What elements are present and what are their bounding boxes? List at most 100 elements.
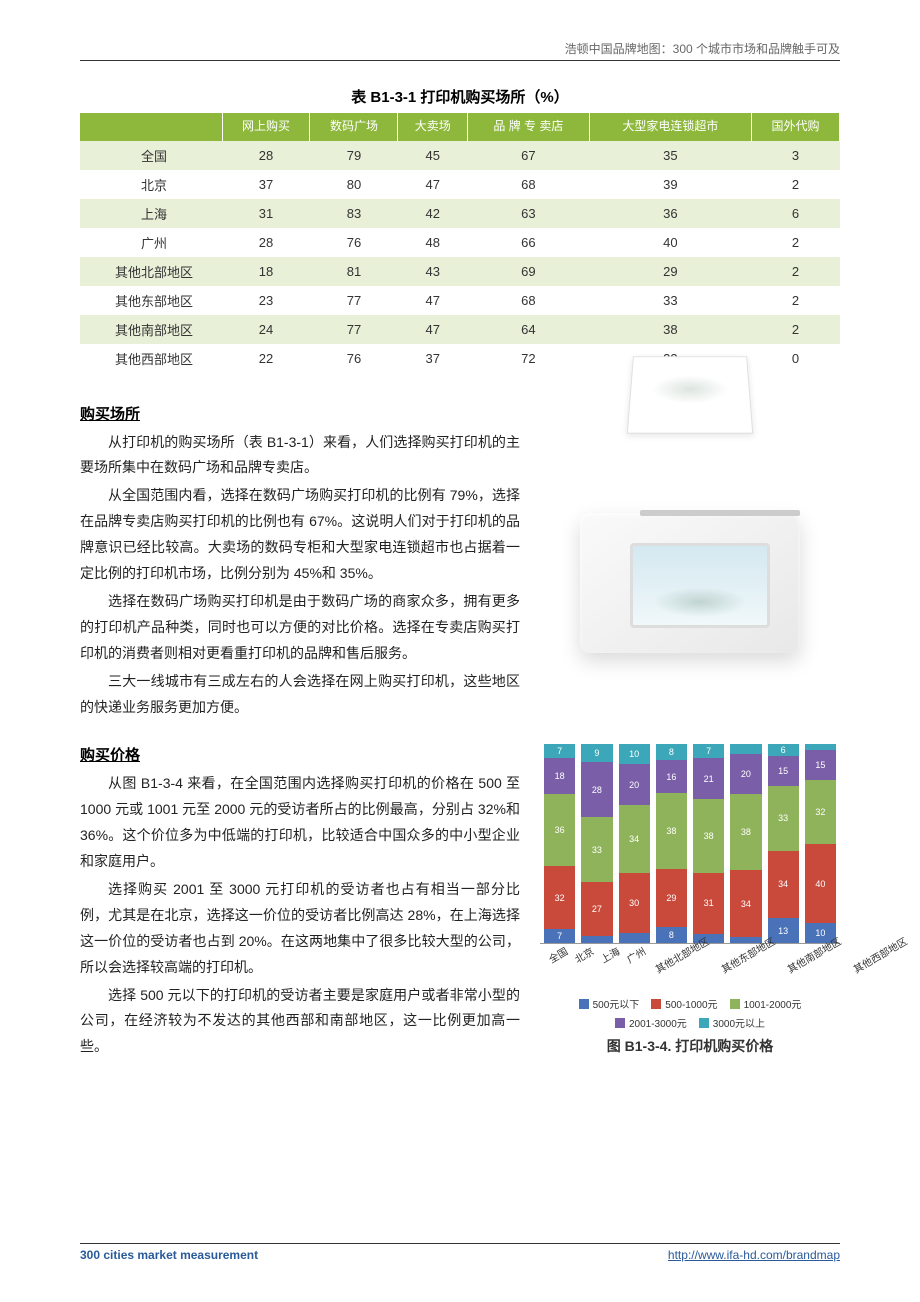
- bar-segment: 36: [544, 794, 575, 866]
- legend-swatch: [579, 999, 589, 1009]
- cell-value: 28: [222, 228, 310, 257]
- cell-value: 2: [751, 170, 839, 199]
- bar-segment: 40: [805, 844, 836, 924]
- bar-segment: 34: [730, 870, 761, 938]
- paragraph: 三大一线城市有三成左右的人会选择在网上购买打印机，这些地区的快递业务服务更加方便…: [80, 669, 520, 721]
- paragraph: 选择 500 元以下的打印机的受访者主要是家庭用户或者非常小型的公司，在经济较为…: [80, 983, 520, 1061]
- bar-column: 133433156: [768, 744, 799, 943]
- bar-segment: 38: [730, 794, 761, 870]
- row-label: 全国: [80, 141, 222, 170]
- printer-illustration: [550, 423, 830, 673]
- section-purchase-location: 购买场所 从打印机的购买场所（表 B1-3-1）来看，人们选择购买打印机的主要场…: [80, 393, 840, 723]
- bar-column: 2733289: [581, 744, 612, 943]
- heading-price: 购买价格: [80, 744, 520, 765]
- bar-segment: 38: [693, 799, 724, 873]
- bar-segment: 7: [544, 744, 575, 758]
- col-header: 国外代购: [751, 113, 839, 141]
- legend-item: 3000元以上: [699, 1015, 765, 1030]
- cell-value: 24: [222, 315, 310, 344]
- paragraph: 选择购买 2001 至 3000 元打印机的受访者也占有相当一部分比例，尤其是在…: [80, 877, 520, 981]
- section-purchase-price: 购买价格 从图 B1-3-4 来看，在全国范围内选择购买打印机的价格在 500 …: [80, 734, 840, 1062]
- cell-value: 37: [222, 170, 310, 199]
- bar-segment: 34: [768, 851, 799, 918]
- col-region: [80, 113, 222, 141]
- paragraph: 选择在数码广场购买打印机是由于数码广场的商家众多，拥有更多的打印机产品种类，同时…: [80, 589, 520, 667]
- cell-value: 22: [222, 344, 310, 373]
- row-label: 广州: [80, 228, 222, 257]
- price-chart: 7323618727332893034201082938168313821734…: [540, 744, 840, 1056]
- bar-segment: 28: [581, 762, 612, 817]
- bar-column: 82938168: [656, 744, 687, 943]
- legend-swatch: [651, 999, 661, 1009]
- bar-segment: 32: [805, 780, 836, 844]
- bar-column: 10403215: [805, 744, 836, 943]
- cell-value: 76: [310, 228, 398, 257]
- cell-value: 33: [589, 286, 751, 315]
- bar-segment: [581, 936, 612, 944]
- cell-value: 45: [398, 141, 467, 170]
- cell-value: 38: [589, 315, 751, 344]
- legend-item: 500-1000元: [651, 996, 717, 1011]
- bar-segment: 15: [768, 756, 799, 786]
- bar-column: 3138217: [693, 744, 724, 943]
- legend-item: 500元以下: [579, 996, 640, 1011]
- page-header: 浩顿中国品牌地图：300 个城市市场和品牌触手可及: [80, 40, 840, 61]
- bar-segment: 29: [656, 869, 687, 927]
- cell-value: 76: [310, 344, 398, 373]
- bar-column: 30342010: [619, 744, 650, 943]
- bar-column: 343820: [730, 744, 761, 943]
- bar-segment: 10: [619, 744, 650, 764]
- table-row: 其他南部地区24774764382: [80, 315, 840, 344]
- table-title: 表 B1-3-1 打印机购买场所（%）: [80, 86, 840, 107]
- bar-segment: 7: [693, 744, 724, 758]
- table-row: 广州28764866402: [80, 228, 840, 257]
- body-text-price: 从图 B1-3-4 来看，在全国范围内选择购买打印机的价格在 500 至 100…: [80, 771, 520, 1060]
- cell-value: 23: [222, 286, 310, 315]
- bar-segment: 27: [581, 882, 612, 935]
- cell-value: 18: [222, 257, 310, 286]
- legend-label: 500-1000元: [665, 996, 717, 1011]
- legend-label: 3000元以上: [713, 1015, 765, 1030]
- paragraph: 从图 B1-3-4 来看，在全国范围内选择购买打印机的价格在 500 至 100…: [80, 771, 520, 875]
- bar-segment: 33: [768, 786, 799, 851]
- cell-value: 39: [589, 170, 751, 199]
- cell-value: 36: [589, 199, 751, 228]
- cell-value: 81: [310, 257, 398, 286]
- footer-link[interactable]: http://www.ifa-hd.com/brandmap: [668, 1248, 840, 1262]
- cell-value: 35: [589, 141, 751, 170]
- legend-item: 2001-3000元: [615, 1015, 687, 1030]
- bar-segment: 6: [768, 744, 799, 756]
- col-header: 大卖场: [398, 113, 467, 141]
- x-axis-label: 其他西部地区: [850, 933, 920, 998]
- table-row: 其他北部地区18814369292: [80, 257, 840, 286]
- bar-segment: 7: [544, 929, 575, 943]
- bar-segment: 31: [693, 873, 724, 933]
- heading-location: 购买场所: [80, 403, 520, 424]
- cell-value: 28: [222, 141, 310, 170]
- cell-value: 0: [751, 344, 839, 373]
- legend-label: 1001-2000元: [744, 996, 802, 1011]
- bar-segment: [619, 933, 650, 943]
- col-header: 大型家电连锁超市: [589, 113, 751, 141]
- cell-value: 83: [310, 199, 398, 228]
- bar-segment: 9: [581, 744, 612, 762]
- bar-segment: 8: [656, 927, 687, 943]
- cell-value: 2: [751, 315, 839, 344]
- legend-label: 500元以下: [593, 996, 640, 1011]
- bar-segment: [730, 744, 761, 754]
- table-row: 北京37804768392: [80, 170, 840, 199]
- cell-value: 63: [467, 199, 589, 228]
- cell-value: 77: [310, 315, 398, 344]
- legend-swatch: [699, 1018, 709, 1028]
- row-label: 其他北部地区: [80, 257, 222, 286]
- body-text-location: 从打印机的购买场所（表 B1-3-1）来看，人们选择购买打印机的主要场所集中在数…: [80, 430, 520, 721]
- row-label: 其他南部地区: [80, 315, 222, 344]
- cell-value: 29: [589, 257, 751, 286]
- row-label: 其他东部地区: [80, 286, 222, 315]
- cell-value: 31: [222, 199, 310, 228]
- cell-value: 2: [751, 228, 839, 257]
- cell-value: 77: [310, 286, 398, 315]
- cell-value: 66: [467, 228, 589, 257]
- cell-value: 40: [589, 228, 751, 257]
- footer-left: 300 cities market measurement: [80, 1248, 258, 1262]
